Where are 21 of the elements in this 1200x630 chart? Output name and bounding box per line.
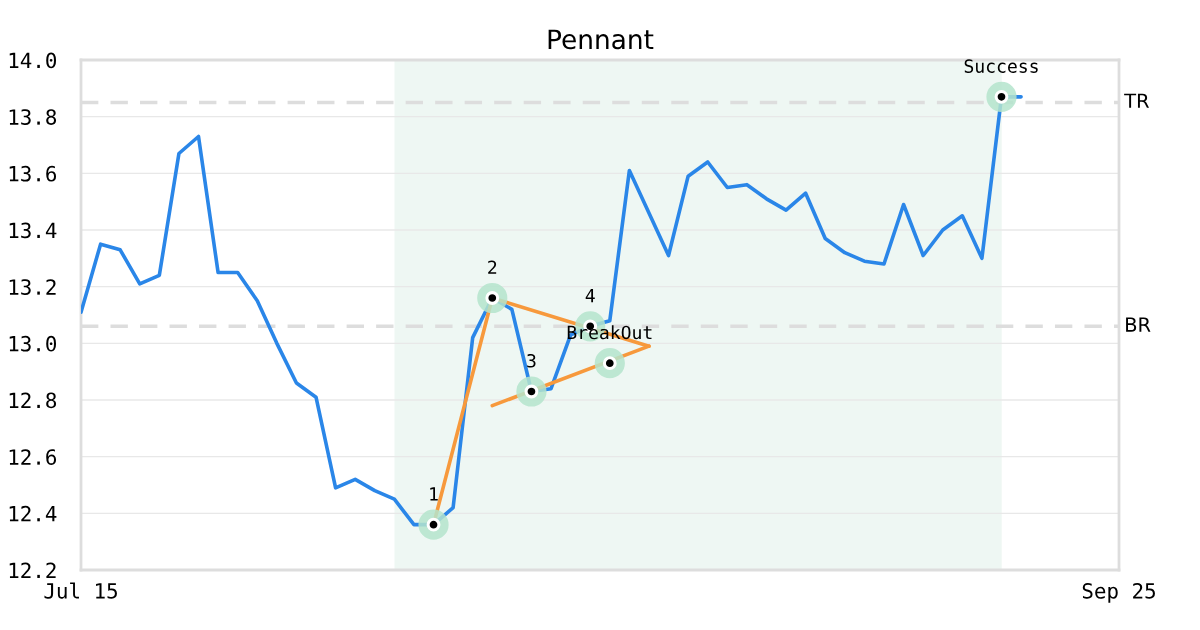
y-tick-label: 12.2 [9, 562, 56, 578]
y-tick-label: 12.6 [9, 449, 57, 465]
y-tick-label: 13.8 [9, 109, 57, 125]
annotation: Success [964, 59, 1038, 73]
y-tick-label: 12.4 [9, 505, 57, 522]
x-tick-label: Sep 25 [1082, 582, 1155, 603]
ref-line-label: TR [1124, 93, 1150, 108]
annotation: BreakOut [567, 325, 652, 340]
chart-title: Pennant [548, 29, 654, 50]
y-tick-label: 13.2 [9, 279, 56, 295]
y-tick-label: 13.6 [9, 165, 57, 182]
y-tick-label: 13.0 [9, 335, 57, 352]
annotation: 2 [488, 260, 497, 274]
y-tick-label: 14.0 [9, 52, 57, 69]
y-tick-label: 12.8 [9, 392, 57, 409]
annotation: 3 [527, 353, 536, 368]
ref-line-label: BR [1126, 317, 1151, 332]
y-tick-label: 13.4 [9, 222, 57, 239]
x-tick-label: Jul 15 [44, 582, 117, 599]
annotation: 1 [430, 487, 438, 501]
annotation: 4 [585, 289, 595, 303]
